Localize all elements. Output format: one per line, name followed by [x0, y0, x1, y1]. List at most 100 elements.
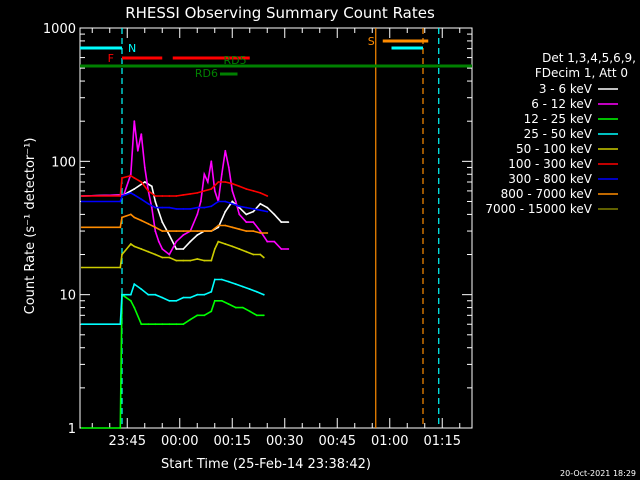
series-point: [259, 202, 262, 205]
series-point: [255, 290, 258, 293]
series-point: [259, 209, 262, 212]
flag-label-rd5: RD5: [224, 54, 247, 67]
series-point: [262, 314, 265, 317]
series-point: [224, 243, 227, 245]
series-point: [213, 248, 216, 250]
series-point: [245, 230, 248, 233]
series-point: [224, 149, 227, 152]
series-point: [161, 248, 164, 250]
series-point: [203, 190, 206, 192]
legend-label: 6 - 12 keV: [531, 97, 593, 111]
series-point: [140, 248, 143, 250]
legend-label: 3 - 6 keV: [539, 82, 593, 96]
legend-header-1: Det 1,3,4,5,6,9,: [542, 51, 636, 65]
series-point: [259, 230, 262, 233]
series-point: [234, 306, 237, 309]
series-point: [119, 323, 122, 326]
series-point: [168, 230, 171, 233]
series-point: [140, 288, 143, 290]
series-point: [234, 200, 237, 203]
plot-timestamp: 20-Oct-2021 18:29: [560, 469, 636, 478]
series-point: [154, 293, 157, 296]
series-point: [231, 182, 234, 185]
series-line: [81, 278, 265, 325]
series-point: [133, 306, 136, 309]
series-point: [248, 310, 251, 313]
series-point: [129, 243, 132, 245]
series-point: [252, 253, 255, 256]
series-point: [129, 173, 132, 176]
series-point: [119, 200, 122, 203]
series-point: [168, 256, 171, 259]
series-point: [175, 240, 178, 243]
series-point: [168, 299, 171, 302]
series-point: [203, 230, 206, 233]
series-point: [231, 202, 234, 205]
series-point: [217, 240, 220, 243]
series-point: [210, 205, 213, 208]
y-tick-label: 100: [51, 155, 76, 170]
series-point: [213, 278, 216, 281]
series-point: [245, 206, 248, 209]
series-point: [129, 299, 132, 302]
series-point: [231, 190, 234, 192]
series-point: [150, 185, 153, 188]
legend: Det 1,3,4,5,6,9, FDecim 1, Att 0 3 - 6 k…: [485, 51, 636, 216]
series-point: [133, 120, 136, 123]
series-point: [189, 208, 192, 210]
series-point: [213, 299, 216, 302]
series-point: [203, 314, 206, 317]
series-point: [140, 133, 143, 136]
series-point: [121, 253, 123, 256]
series-point: [80, 195, 83, 197]
series-point: [217, 181, 220, 183]
series-point: [255, 314, 258, 317]
series-point: [220, 299, 223, 302]
series-point: [161, 206, 164, 209]
series-point: [129, 293, 132, 296]
series-point: [80, 226, 83, 229]
series-point: [182, 230, 185, 233]
series-point: [231, 200, 234, 203]
legend-label: 25 - 50 keV: [524, 127, 593, 141]
series-point: [196, 213, 199, 216]
series-point: [129, 174, 132, 177]
series-point: [259, 192, 262, 194]
legend-label: 50 - 100 keV: [516, 142, 593, 156]
y-tick-label: 10: [59, 289, 76, 304]
series-point: [189, 259, 192, 262]
flag-label-n: N: [128, 42, 136, 55]
series-point: [252, 210, 255, 213]
series-point: [161, 195, 164, 197]
series-point: [227, 303, 230, 305]
series-point: [189, 318, 192, 321]
series-point: [210, 290, 213, 293]
series-point: [206, 181, 209, 183]
series-point: [238, 205, 241, 208]
series-point: [259, 232, 262, 234]
series-point: [182, 259, 185, 262]
series-point: [231, 226, 234, 229]
series-point: [121, 293, 123, 296]
series-point: [241, 285, 244, 288]
series-point: [133, 283, 136, 285]
series-point: [147, 190, 150, 192]
y-tick-label: 1: [68, 422, 76, 437]
series-point: [266, 240, 269, 243]
series-point: [175, 299, 178, 302]
series-point: [203, 206, 206, 209]
x-tick-label: 00:45: [319, 434, 356, 449]
series-point: [266, 232, 269, 234]
series-point: [210, 160, 213, 163]
series-point: [252, 221, 255, 224]
series-point: [140, 219, 143, 222]
series-point: [168, 195, 171, 197]
series-point: [238, 185, 241, 188]
series-point: [147, 323, 150, 326]
series-point: [203, 259, 206, 262]
series-point: [182, 194, 185, 196]
series-point: [182, 234, 185, 236]
series-point: [196, 234, 199, 236]
series-point: [129, 213, 132, 216]
series-point: [121, 195, 123, 197]
